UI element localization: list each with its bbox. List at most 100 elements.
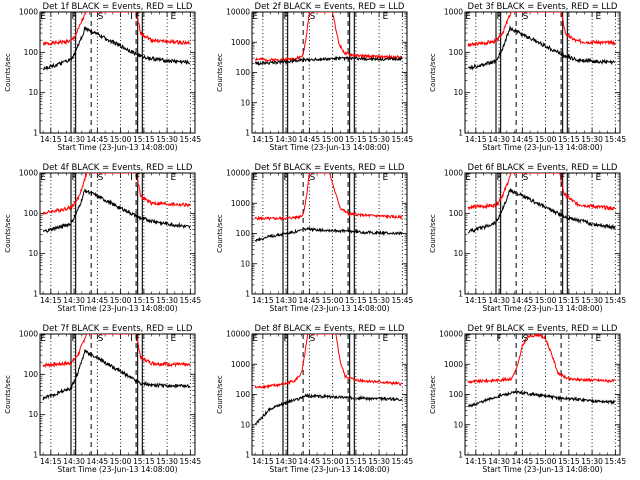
chart-title: Det 7f BLACK = Events, RED = LLD [43,324,193,334]
event-marker-label: I [130,334,133,344]
event-marker-label: S [523,173,529,183]
x-tick-label: 14:45 [299,135,321,144]
chart-title: Det 5f BLACK = Events, RED = LLD [255,163,405,173]
y-tick-label: 1000 [231,360,250,369]
event-marker-label: S [523,334,529,344]
series-group [42,334,191,401]
plot-frame [251,11,408,134]
x-tick-label: 15:00 [535,457,557,466]
chart-title: Det 3f BLACK = Events, RED = LLD [468,2,618,12]
chart-panel-5: Det 5f BLACK = Events, RED = LLD Counts/s… [216,163,413,313]
x-tick-label: 15:30 [156,296,178,305]
x-tick-label: 15:30 [368,457,390,466]
event-marker-label: S [98,12,104,22]
y-tick-label: 1 [245,290,250,299]
y-tick-label: 100 [24,48,39,57]
y-tick-label: 10 [453,420,463,429]
x-tick-label: 15:15 [345,135,367,144]
y-tick-label: 1000 [19,169,38,178]
x-tick-label: 15:45 [605,457,627,466]
event-marker-label: S [523,12,529,22]
chart-panel-1: Det 1f BLACK = Events, RED = LLD Counts/s… [4,2,201,152]
y-tick-label: 100 [24,370,39,379]
y-axis-label: Counts/sec [429,214,437,253]
x-tick-label: 15:30 [581,457,603,466]
y-tick-label: 1 [245,129,250,138]
series-line-events [42,349,191,401]
y-tick-label: 1000 [444,360,463,369]
y-tick-label: 1 [458,290,463,299]
x-axis-label: Start Time (23-Jun-13 14:08:00) [58,304,178,313]
x-tick-label: 14:15 [465,135,487,144]
x-tick-label: 15:15 [345,296,367,305]
event-marker-label: E [465,173,471,183]
y-tick-label: 1000 [19,8,38,17]
x-axis-label: Start Time (23-Jun-13 14:08:00) [58,143,178,152]
event-marker-label: F [72,173,77,183]
x-axis-label: Start Time (23-Jun-13 14:08:00) [270,465,390,474]
plot-frame [39,333,196,456]
chart-panel-7: Det 7f BLACK = Events, RED = LLD Counts/s… [4,324,201,474]
event-marker-label: F [497,173,502,183]
x-tick-label: 15:30 [581,296,603,305]
event-marker-label: F [72,12,77,22]
x-tick-label: 15:45 [392,296,414,305]
series-group [467,334,616,408]
y-tick-label: 1000 [444,169,463,178]
x-tick-label: 15:45 [605,135,627,144]
x-axis-label: Start Time (23-Jun-13 14:08:00) [270,304,390,313]
event-marker-label: E [382,12,388,22]
y-tick-label: 10 [28,249,38,258]
x-tick-label: 14:45 [512,296,534,305]
x-tick-label: 15:00 [535,296,557,305]
y-tick-label: 10000 [226,330,250,339]
x-tick-label: 14:30 [63,457,85,466]
x-tick-label: 14:30 [275,457,297,466]
series-group [254,173,403,243]
event-marker-label: E [382,173,388,183]
x-tick-label: 14:15 [40,296,62,305]
event-marker-label: E [170,173,176,183]
series-line-events [467,390,616,408]
chart-panel-2: Det 2f BLACK = Events, RED = LLD Counts/s… [216,2,413,152]
x-tick-label: 14:15 [252,135,274,144]
y-tick-label: 10 [453,249,463,258]
x-tick-label: 14:45 [87,457,109,466]
y-tick-label: 10 [453,88,463,97]
chart-title: Det 6f BLACK = Events, RED = LLD [468,163,618,173]
y-axis-label: Counts/sec [216,375,224,414]
x-tick-label: 14:15 [465,457,487,466]
event-marker-label: E [595,173,601,183]
event-marker-label: E [40,334,46,344]
y-tick-label: 1 [33,129,38,138]
x-tick-label: 14:30 [275,296,297,305]
x-tick-label: 14:15 [465,296,487,305]
x-axis-label: Start Time (23-Jun-13 14:08:00) [58,465,178,474]
event-marker-label: F [497,12,502,22]
y-tick-label: 10 [28,88,38,97]
series-group [42,173,191,234]
series-line-events [42,26,191,71]
chart-panel-3: Det 3f BLACK = Events, RED = LLD Counts/s… [429,2,626,152]
x-tick-label: 15:30 [368,135,390,144]
x-tick-label: 15:15 [133,457,155,466]
chart-panel-8: Det 8f BLACK = Events, RED = LLD Counts/s… [216,324,413,474]
series-line-events [468,188,616,234]
y-tick-label: 10 [240,98,250,107]
x-tick-label: 15:30 [156,135,178,144]
event-marker-label: E [40,173,46,183]
event-marker-label: S [310,12,316,22]
x-tick-label: 15:00 [110,457,132,466]
series-line-lld [467,12,616,48]
y-axis-label: Counts/sec [4,375,12,414]
y-axis-label: Counts/sec [429,53,437,92]
y-tick-label: 1 [458,451,463,460]
event-marker-label: F [135,173,140,183]
y-axis-label: Counts/sec [4,53,12,92]
y-tick-label: 1000 [444,8,463,17]
x-tick-label: 15:15 [558,457,580,466]
event-marker-label: F [72,334,77,344]
x-tick-label: 15:15 [345,457,367,466]
y-tick-label: 10 [240,420,250,429]
